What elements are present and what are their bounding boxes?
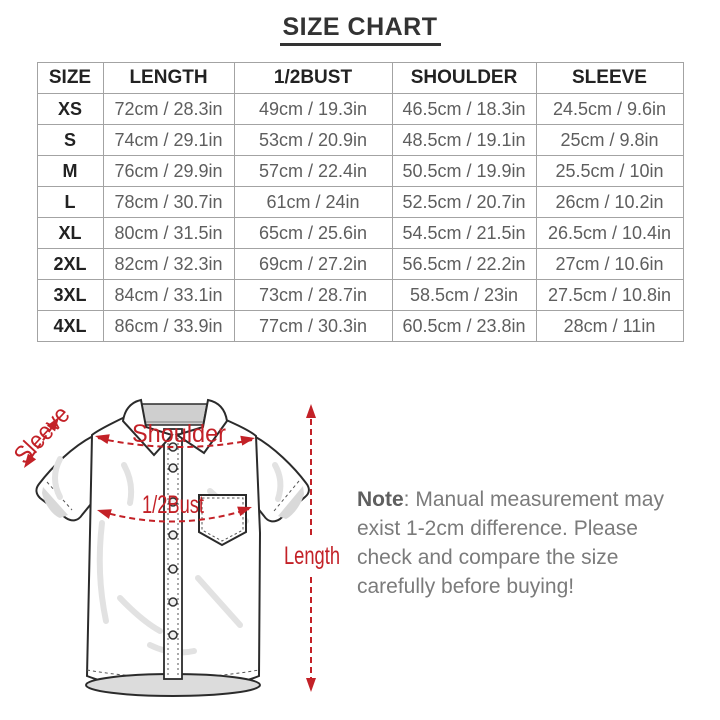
table-row: 2XL 82cm / 32.3in 69cm / 27.2in 56.5cm / 22… — [36, 248, 684, 280]
measurement-cell: 25.5cm / 10in — [535, 155, 684, 187]
size-table-body: XS 72cm / 28.3in 49cm / 19.3in 46.5cm / 18.… — [36, 93, 684, 342]
measurement-cell: 61cm / 24in — [233, 186, 393, 218]
size-cell: S — [36, 124, 104, 156]
sleeve-measure-arrow — [24, 417, 59, 468]
table-row: L 78cm / 30.7in 61cm / 24in 52.5cm / 20.7in… — [36, 186, 684, 218]
col-header-size: SIZE — [36, 62, 104, 94]
measurement-cell: 84cm / 33.1in — [102, 279, 235, 311]
bust-measure-arrow — [97, 506, 252, 523]
size-cell: XL — [36, 217, 104, 249]
measurement-cell: 65cm / 25.6in — [233, 217, 393, 249]
table-row: XL 80cm / 31.5in 65cm / 25.6in 54.5cm / 21.… — [36, 217, 684, 249]
measurement-cell: 53cm / 20.9in — [233, 124, 393, 156]
size-table: SIZE LENGTH 1/2BUST SHOULDER SLEEVE XS 72… — [36, 62, 684, 342]
measurement-cell: 46.5cm / 18.3in — [391, 93, 537, 125]
col-header-shoulder: SHOULDER — [391, 62, 537, 94]
measurement-cell: 58.5cm / 23in — [391, 279, 537, 311]
shoulder-measure-label: Shoulder — [132, 420, 226, 448]
measurement-cell: 73cm / 28.7in — [233, 279, 393, 311]
col-header-sleeve: SLEEVE — [535, 62, 684, 94]
measurement-cell: 50.5cm / 19.9in — [391, 155, 537, 187]
measurement-cell: 76cm / 29.9in — [102, 155, 235, 187]
measurement-note: Note: Manual measurement may exist 1-2cm… — [357, 485, 685, 601]
size-cell: 2XL — [36, 248, 104, 280]
shirt-collar — [121, 398, 229, 457]
measurement-cell: 56.5cm / 22.2in — [391, 248, 537, 280]
col-header-bust: 1/2BUST — [233, 62, 393, 94]
note-label: Note — [357, 488, 404, 511]
table-row: 4XL 86cm / 33.9in 77cm / 30.3in 60.5cm / 23… — [36, 310, 684, 342]
shoulder-measure-arrow — [95, 434, 255, 449]
measurement-cell: 26.5cm / 10.4in — [535, 217, 684, 249]
measurement-cell: 77cm / 30.3in — [233, 310, 393, 342]
measurement-cell: 86cm / 33.9in — [102, 310, 235, 342]
measurement-cell: 69cm / 27.2in — [233, 248, 393, 280]
length-measure-arrow — [306, 404, 316, 692]
measurement-cell: 82cm / 32.3in — [102, 248, 235, 280]
length-measure-label: Length — [284, 542, 340, 570]
measurement-cell: 48.5cm / 19.1in — [391, 124, 537, 156]
shirt-measurement-diagram: Shoulder 1/2Bust Sleeve Length — [9, 398, 340, 697]
measurement-cell: 28cm / 11in — [535, 310, 684, 342]
measurement-cell: 72cm / 28.3in — [102, 93, 235, 125]
header-row: SIZE LENGTH 1/2BUST SHOULDER SLEEVE — [36, 62, 684, 94]
size-cell: L — [36, 186, 104, 218]
measurement-cell: 49cm / 19.3in — [233, 93, 393, 125]
size-cell: XS — [36, 93, 104, 125]
measurement-cell: 52.5cm / 20.7in — [391, 186, 537, 218]
size-cell: 4XL — [36, 310, 104, 342]
shirt-wrinkles — [52, 456, 284, 656]
measurement-cell: 54.5cm / 21.5in — [391, 217, 537, 249]
measurement-cell: 25cm / 9.8in — [535, 124, 684, 156]
measurement-cell: 78cm / 30.7in — [102, 186, 235, 218]
measurement-cell: 27.5cm / 10.8in — [535, 279, 684, 311]
shirt-buttons — [168, 442, 178, 640]
table-row: M 76cm / 29.9in 57cm / 22.4in 50.5cm / 19.9… — [36, 155, 684, 187]
shirt-pocket — [198, 494, 247, 547]
table-row: 3XL 84cm / 33.1in 73cm / 28.7in 58.5cm / 23… — [36, 279, 684, 311]
measurement-cell: 57cm / 22.4in — [233, 155, 393, 187]
measurement-cell: 27cm / 10.6in — [535, 248, 684, 280]
shirt-placket — [163, 428, 183, 680]
size-cell: 3XL — [36, 279, 104, 311]
table-row: XS 72cm / 28.3in 49cm / 19.3in 46.5cm / 18.… — [36, 93, 684, 125]
bust-measure-label: 1/2Bust — [142, 491, 204, 519]
measurement-cell: 26cm / 10.2in — [535, 186, 684, 218]
table-row: S 74cm / 29.1in 53cm / 20.9in 48.5cm / 19.1… — [36, 124, 684, 156]
measurement-cell: 24.5cm / 9.6in — [535, 93, 684, 125]
measurement-cell: 60.5cm / 23.8in — [391, 310, 537, 342]
size-cell: M — [36, 155, 104, 187]
measurement-guide-section: Shoulder 1/2Bust Sleeve Length Note: Man… — [0, 373, 720, 720]
page-title: SIZE CHART — [279, 13, 441, 46]
col-header-length: LENGTH — [102, 62, 235, 94]
measurement-cell: 74cm / 29.1in — [102, 124, 235, 156]
note-text: : Manual measurement may exist 1-2cm dif… — [357, 488, 664, 598]
measurement-cell: 80cm / 31.5in — [102, 217, 235, 249]
